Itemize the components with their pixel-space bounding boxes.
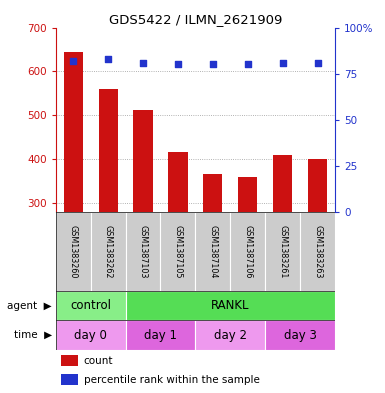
Text: agent  ▶: agent ▶ xyxy=(7,301,52,310)
Bar xyxy=(126,212,161,291)
Bar xyxy=(195,212,230,291)
Bar xyxy=(203,174,223,212)
Text: percentile rank within the sample: percentile rank within the sample xyxy=(84,375,259,385)
Text: GSM1387106: GSM1387106 xyxy=(243,225,252,278)
Point xyxy=(140,59,146,66)
Bar xyxy=(64,52,83,212)
Text: GSM1387104: GSM1387104 xyxy=(208,225,218,278)
Bar xyxy=(300,212,335,291)
Bar xyxy=(230,212,265,291)
Text: GSM1387105: GSM1387105 xyxy=(173,225,182,278)
Bar xyxy=(195,320,265,350)
Text: time  ▶: time ▶ xyxy=(14,330,52,340)
Point xyxy=(175,61,181,68)
Text: GSM1383263: GSM1383263 xyxy=(313,225,322,278)
Text: GSM1383260: GSM1383260 xyxy=(69,225,78,278)
Title: GDS5422 / ILMN_2621909: GDS5422 / ILMN_2621909 xyxy=(109,13,282,26)
Text: GSM1383262: GSM1383262 xyxy=(104,225,113,278)
Text: day 1: day 1 xyxy=(144,329,177,342)
Bar xyxy=(168,152,187,212)
Bar xyxy=(265,320,335,350)
Point xyxy=(315,59,321,66)
Bar xyxy=(265,212,300,291)
Bar xyxy=(56,291,126,320)
Text: day 2: day 2 xyxy=(214,329,247,342)
Bar xyxy=(126,291,335,320)
Point xyxy=(244,61,251,68)
Bar xyxy=(238,177,257,212)
Bar xyxy=(161,212,195,291)
Point xyxy=(210,61,216,68)
Bar xyxy=(91,212,126,291)
Point xyxy=(105,56,111,62)
Bar xyxy=(134,110,152,212)
Text: RANKL: RANKL xyxy=(211,299,249,312)
Point xyxy=(70,58,76,64)
Bar xyxy=(273,155,292,212)
Text: day 0: day 0 xyxy=(74,329,107,342)
Point xyxy=(280,59,286,66)
Bar xyxy=(62,374,78,385)
Text: GSM1387103: GSM1387103 xyxy=(139,225,147,278)
Bar xyxy=(99,89,118,212)
Bar xyxy=(56,212,91,291)
Text: GSM1383261: GSM1383261 xyxy=(278,225,287,278)
Bar xyxy=(62,355,78,366)
Bar xyxy=(126,320,195,350)
Text: control: control xyxy=(70,299,111,312)
Bar xyxy=(308,160,327,212)
Bar xyxy=(56,320,126,350)
Text: day 3: day 3 xyxy=(284,329,316,342)
Text: count: count xyxy=(84,356,113,366)
